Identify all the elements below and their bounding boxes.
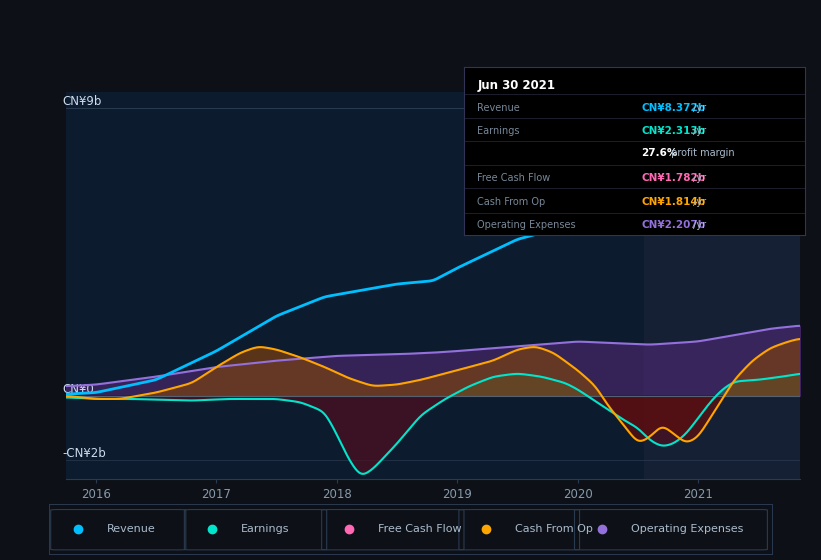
Bar [644, 92, 800, 479]
Text: CN¥9b: CN¥9b [62, 95, 101, 109]
Text: /yr: /yr [690, 102, 706, 113]
Text: Jun 30 2021: Jun 30 2021 [478, 79, 556, 92]
Text: CN¥2.207b: CN¥2.207b [641, 220, 705, 230]
Text: -CN¥2b: -CN¥2b [62, 447, 106, 460]
Text: /yr: /yr [690, 173, 706, 183]
Text: CN¥1.814b: CN¥1.814b [641, 197, 705, 207]
Text: Operating Expenses: Operating Expenses [631, 524, 743, 534]
Text: CN¥2.313b: CN¥2.313b [641, 126, 705, 136]
Text: Revenue: Revenue [107, 524, 156, 534]
Text: Earnings: Earnings [241, 524, 289, 534]
Text: CN¥8.372b: CN¥8.372b [641, 102, 705, 113]
Text: /yr: /yr [690, 126, 706, 136]
Text: /yr: /yr [690, 197, 706, 207]
Text: Operating Expenses: Operating Expenses [478, 220, 576, 230]
Text: profit margin: profit margin [668, 148, 735, 158]
Text: Free Cash Flow: Free Cash Flow [378, 524, 461, 534]
Text: /yr: /yr [690, 220, 706, 230]
Text: Free Cash Flow: Free Cash Flow [478, 173, 551, 183]
Text: 27.6%: 27.6% [641, 148, 677, 158]
Text: CN¥0: CN¥0 [62, 383, 94, 396]
Text: Revenue: Revenue [478, 102, 521, 113]
Text: Cash From Op: Cash From Op [478, 197, 546, 207]
Text: Cash From Op: Cash From Op [516, 524, 593, 534]
Text: CN¥1.782b: CN¥1.782b [641, 173, 705, 183]
Text: Earnings: Earnings [478, 126, 520, 136]
